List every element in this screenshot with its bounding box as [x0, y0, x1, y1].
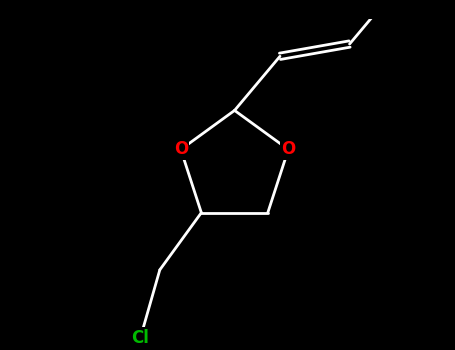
Text: O: O — [281, 140, 295, 159]
Text: Cl: Cl — [131, 329, 149, 347]
Text: O: O — [174, 140, 188, 159]
